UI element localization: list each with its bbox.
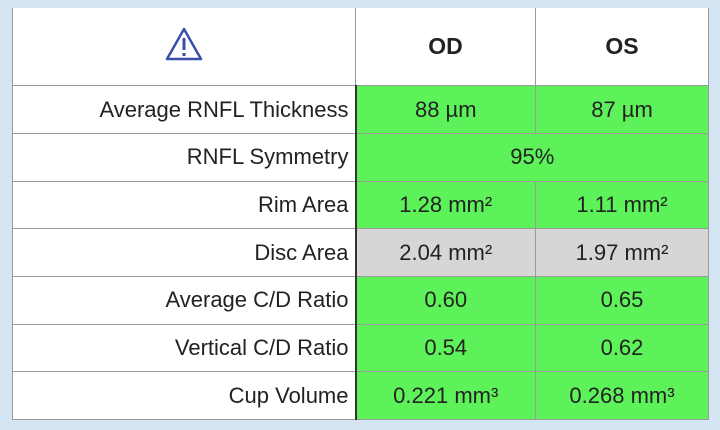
value-cell: 0.65 bbox=[535, 275, 709, 325]
warning-icon bbox=[165, 27, 203, 60]
table-row: Rim Area 1.28 mm² 1.11 mm² bbox=[12, 180, 709, 230]
table-body: Average RNFL Thickness 88 µm 87 µm RNFL Sym… bbox=[12, 85, 709, 420]
header-row: OD OS bbox=[12, 8, 709, 87]
table-row: Cup Volume 0.221 mm³ 0.268 mm³ bbox=[12, 371, 709, 420]
column-header: OD bbox=[355, 8, 536, 87]
column-header: OS bbox=[535, 8, 709, 87]
value-cell: 88 µm bbox=[355, 85, 536, 134]
value-cell: 1.28 mm² bbox=[355, 180, 536, 230]
value-cell: 0.268 mm³ bbox=[535, 371, 709, 420]
value-cell: 0.60 bbox=[355, 275, 536, 325]
row-label: Disc Area bbox=[12, 228, 357, 277]
value-cell: 0.221 mm³ bbox=[355, 371, 536, 420]
rnfl-table: OD OS Average RNFL Thickness 88 µm 87 µm RN… bbox=[12, 8, 709, 420]
value-cell: 0.62 bbox=[535, 323, 709, 373]
warning-cell bbox=[12, 8, 356, 87]
row-label: Average RNFL Thickness bbox=[12, 85, 357, 134]
table-row: Average RNFL Thickness 88 µm 87 µm bbox=[12, 85, 709, 134]
table-row: Disc Area 2.04 mm² 1.97 mm² bbox=[12, 228, 709, 277]
row-label: Rim Area bbox=[12, 180, 357, 230]
value-cell: 95% bbox=[355, 132, 709, 182]
table-row: Average C/D Ratio 0.60 0.65 bbox=[12, 275, 709, 325]
row-label: Average C/D Ratio bbox=[12, 275, 357, 325]
row-label: RNFL Symmetry bbox=[12, 132, 357, 182]
value-cell: 0.54 bbox=[355, 323, 536, 373]
row-label: Cup Volume bbox=[12, 371, 357, 420]
value-cell: 1.97 mm² bbox=[535, 228, 709, 277]
table-row: Vertical C/D Ratio 0.54 0.62 bbox=[12, 323, 709, 373]
value-cell: 2.04 mm² bbox=[355, 228, 536, 277]
table-row: RNFL Symmetry 95% bbox=[12, 132, 709, 182]
value-cell: 1.11 mm² bbox=[535, 180, 709, 230]
value-cell: 87 µm bbox=[535, 85, 709, 134]
row-label: Vertical C/D Ratio bbox=[12, 323, 357, 373]
